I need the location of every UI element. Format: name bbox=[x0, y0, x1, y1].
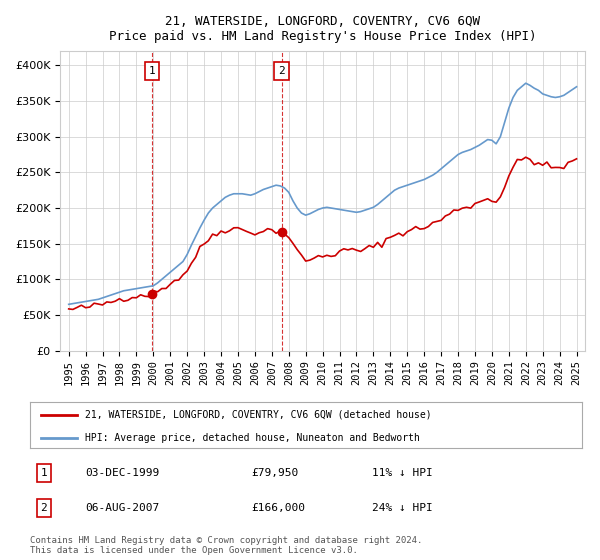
Text: £79,950: £79,950 bbox=[251, 468, 298, 478]
Text: HPI: Average price, detached house, Nuneaton and Bedworth: HPI: Average price, detached house, Nune… bbox=[85, 433, 420, 443]
Text: 06-AUG-2007: 06-AUG-2007 bbox=[85, 503, 160, 513]
Text: 2: 2 bbox=[40, 503, 47, 513]
Text: 1: 1 bbox=[149, 66, 155, 76]
Text: 21, WATERSIDE, LONGFORD, COVENTRY, CV6 6QW (detached house): 21, WATERSIDE, LONGFORD, COVENTRY, CV6 6… bbox=[85, 410, 432, 420]
Text: £166,000: £166,000 bbox=[251, 503, 305, 513]
Text: 24% ↓ HPI: 24% ↓ HPI bbox=[372, 503, 433, 513]
Text: 03-DEC-1999: 03-DEC-1999 bbox=[85, 468, 160, 478]
Text: 1: 1 bbox=[40, 468, 47, 478]
Text: Contains HM Land Registry data © Crown copyright and database right 2024.: Contains HM Land Registry data © Crown c… bbox=[30, 536, 422, 545]
Text: This data is licensed under the Open Government Licence v3.0.: This data is licensed under the Open Gov… bbox=[30, 547, 358, 556]
Text: 2: 2 bbox=[278, 66, 285, 76]
Text: 11% ↓ HPI: 11% ↓ HPI bbox=[372, 468, 433, 478]
Title: 21, WATERSIDE, LONGFORD, COVENTRY, CV6 6QW
Price paid vs. HM Land Registry's Hou: 21, WATERSIDE, LONGFORD, COVENTRY, CV6 6… bbox=[109, 15, 536, 43]
